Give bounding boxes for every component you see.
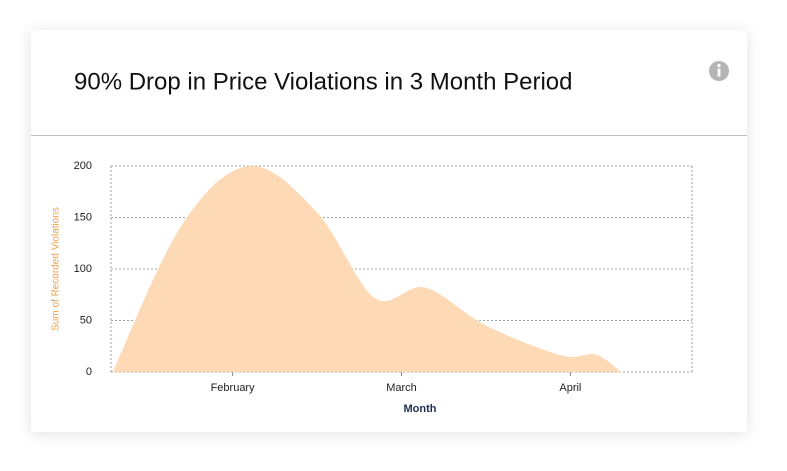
- info-dot: [717, 63, 721, 68]
- y-tick-label: 0: [86, 366, 92, 378]
- area: [112, 165, 622, 372]
- chart-title: 90% Drop in Price Violations in 3 Month …: [74, 68, 573, 95]
- y-axis-label: Sum of Recorded Violations: [51, 207, 62, 331]
- x-tick-label: April: [559, 382, 581, 394]
- info-bar: [717, 68, 721, 77]
- y-tick-label: 150: [74, 211, 92, 223]
- y-tick-label: 100: [74, 263, 92, 275]
- x-tick-label: February: [211, 382, 256, 394]
- info-icon[interactable]: [709, 61, 729, 81]
- y-tick-label: 200: [74, 160, 92, 172]
- x-tick-label: March: [386, 382, 417, 394]
- x-axis-label: Month: [404, 403, 437, 415]
- y-tick-label: 50: [80, 314, 92, 326]
